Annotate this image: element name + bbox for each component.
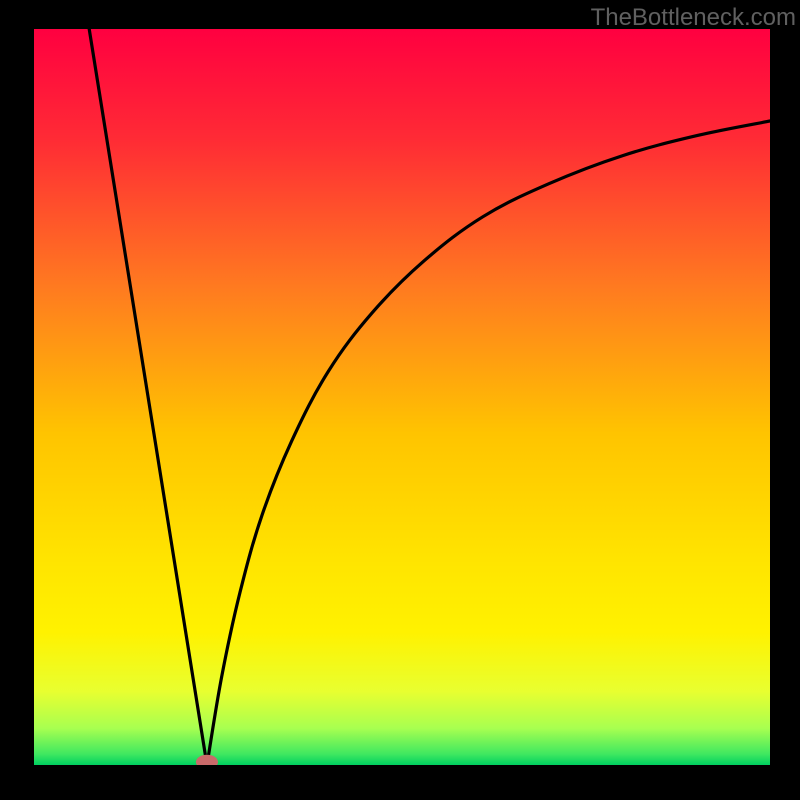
gradient-background (34, 29, 770, 765)
chart-frame: TheBottleneck.com (0, 0, 800, 800)
attribution-text: TheBottleneck.com (591, 4, 796, 32)
bottleneck-chart-svg (0, 0, 800, 800)
